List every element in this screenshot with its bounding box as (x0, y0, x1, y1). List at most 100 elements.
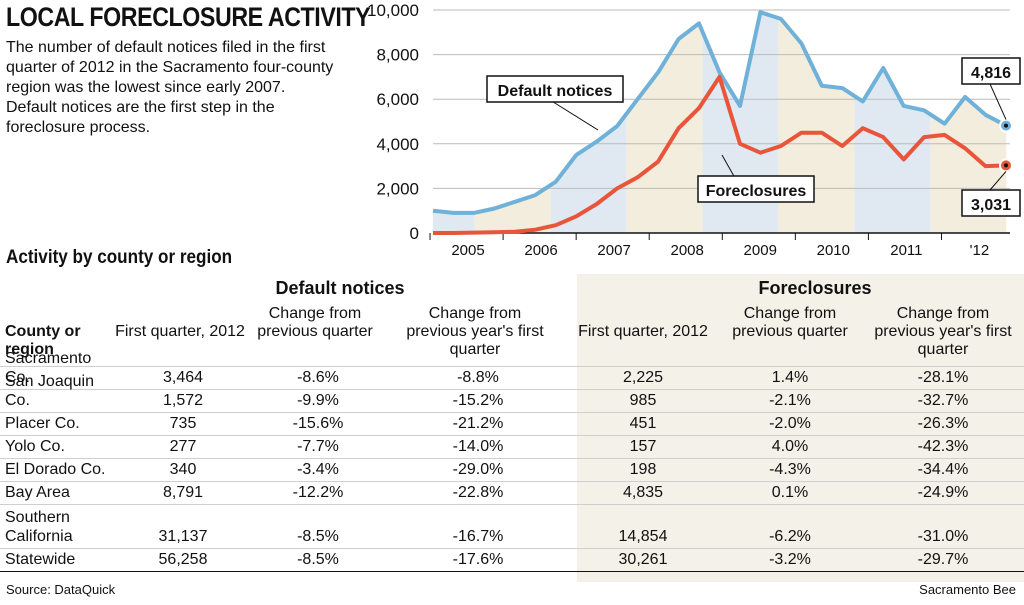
x-tick-label: 2005 (451, 242, 484, 259)
cell-f1: 157 (629, 438, 657, 455)
y-tick-label: 8,000 (376, 46, 419, 65)
header-d-prevq: Change from previous quarter (257, 305, 373, 340)
foreclosure-end-value: 3,031 (971, 197, 1011, 214)
y-tick-label: 10,000 (367, 1, 419, 20)
cell-d3: -29.0% (452, 461, 504, 478)
cell-f3: -28.1% (917, 369, 969, 386)
cell-f2: -3.2% (769, 551, 811, 568)
default-end-value-box (961, 57, 1021, 85)
default-end-value: 4,816 (971, 65, 1011, 82)
cell-f1: 451 (629, 415, 657, 432)
table-row: Statewide 56,258 -8.5% -17.6% 30,261 -3.2% -29… (0, 548, 1024, 571)
cell-d3: -21.2% (452, 415, 504, 432)
foreclosures-label-box (697, 175, 815, 203)
y-tick-label: 4,000 (376, 135, 419, 154)
header-f-prevy: Change from previous year's first quarte… (874, 305, 1012, 358)
area-mask (433, 10, 1010, 213)
x-tick-label: 2008 (670, 242, 703, 259)
cell-f2: -4.3% (769, 461, 811, 478)
cell-f3: -26.3% (917, 415, 969, 432)
cell-f3: -24.9% (917, 484, 969, 501)
row-name: Bay Area (5, 484, 70, 501)
foreclosure-end-dot (1004, 163, 1008, 168)
x-axis: 2005 2006 2007 2008 2009 2010 2011 '12 (429, 233, 990, 259)
table-row: Sacramento Co. 3,464 -8.6% -8.8% 2,225 1.4% -2… (0, 350, 1024, 389)
default-notices-label-box (486, 75, 624, 103)
y-tick-label: 6,000 (376, 90, 419, 109)
x-tick-label: 2010 (817, 242, 850, 259)
intro-text: The number of default notices filed in t… (6, 39, 334, 136)
cell-d1: 735 (169, 415, 197, 432)
cell-f3: -42.3% (917, 438, 969, 455)
right-mask (1010, 0, 1024, 262)
cell-f2: 1.4% (771, 369, 809, 386)
cell-f3: -34.4% (917, 461, 969, 478)
cell-f1: 985 (629, 392, 657, 409)
cell-d2: -15.6% (292, 415, 344, 432)
foreclosure-label-pointer (721, 154, 736, 179)
series-lines (432, 10, 1013, 235)
x-tick-label: '12 (970, 242, 990, 259)
x-tick-label: 2007 (597, 242, 630, 259)
foreclosures-label: Foreclosures (706, 183, 807, 200)
x-tick-label: 2009 (744, 242, 777, 259)
cell-d1: 56,258 (158, 551, 208, 568)
foreclosure-end-value-box (961, 189, 1021, 217)
year-bands (433, 0, 1024, 262)
header-county: County or region (5, 323, 81, 358)
row-name: San Joaquin Co. (5, 373, 94, 409)
default-end-pointer (989, 83, 1007, 120)
row-name: Sacramento Co. (5, 350, 92, 386)
default-notices-label: Default notices (498, 83, 613, 100)
group-default-notices: Default notices (275, 278, 405, 298)
cell-d1: 31,137 (158, 528, 208, 545)
x-tick-label: 2006 (524, 242, 557, 259)
row-name: Placer Co. (5, 415, 80, 432)
cell-f2: -2.1% (769, 392, 811, 409)
cell-f3: -29.7% (917, 551, 969, 568)
source-note: Source: DataQuick (6, 582, 116, 597)
row-name: Statewide (5, 551, 76, 568)
cell-f1: 14,854 (618, 528, 668, 545)
header-f-first: First quarter, 2012 (578, 323, 708, 340)
cell-d2: -9.9% (297, 392, 339, 409)
cell-d1: 277 (169, 438, 197, 455)
cell-f1: 2,225 (622, 369, 664, 386)
row-name: El Dorado Co. (5, 461, 106, 478)
cell-d1: 340 (169, 461, 197, 478)
table-heading: Activity by county or region (6, 247, 233, 268)
cell-f2: -2.0% (769, 415, 811, 432)
y-axis: 0 2,000 4,000 6,000 8,000 10,000 (367, 1, 419, 243)
cell-d1: 1,572 (162, 392, 204, 409)
credit-note: Sacramento Bee (919, 582, 1016, 597)
cell-d2: -8.6% (297, 369, 339, 386)
row-name: Southern California (5, 509, 73, 545)
page-title: LOCAL FORECLOSURE ACTIVITY (6, 2, 371, 32)
annotations: Default notices Foreclosures 4,816 3,031 (486, 57, 1021, 217)
y-tick-label: 0 (410, 224, 419, 243)
default-end-dot (1004, 123, 1008, 128)
y-tick-label: 2,000 (376, 179, 419, 198)
line-chart: 0 2,000 4,000 6,000 8,000 10,000 2005 2006 2007… (367, 0, 1024, 262)
cell-f1: 30,261 (618, 551, 668, 568)
cell-d1: 8,791 (162, 484, 204, 501)
table-row: Placer Co. 735 -15.6% -21.2% 451 -2.0% -26.3% (0, 412, 1024, 435)
default-notices-line (432, 10, 1007, 215)
row-name: Yolo Co. (5, 438, 65, 455)
cell-d3: -15.2% (452, 392, 504, 409)
cell-d3: -17.6% (452, 551, 504, 568)
table-row: El Dorado Co. 340 -3.4% -29.0% 198 -4.3% -34.4… (0, 458, 1024, 481)
cell-d2: -8.5% (297, 551, 339, 568)
table-bottom-rule (0, 571, 1024, 572)
foreclosures-line (433, 74, 1007, 235)
group-foreclosures: Foreclosures (758, 278, 872, 298)
foreclosures-shade (577, 274, 1024, 582)
table-row: San Joaquin Co. 1,572 -9.9% -15.2% 985 -2.1% -… (0, 373, 1024, 412)
cell-d3: -16.7% (452, 528, 504, 545)
cell-f2: -6.2% (769, 528, 811, 545)
table-row: Southern California 31,137 -8.5% -16.7% 14,8… (0, 504, 1024, 548)
header-d-prevy: Change from previous year's first quarte… (406, 305, 544, 358)
cell-f3: -31.0% (917, 528, 969, 545)
cell-d2: -8.5% (297, 528, 339, 545)
cell-d1: 3,464 (162, 369, 204, 386)
